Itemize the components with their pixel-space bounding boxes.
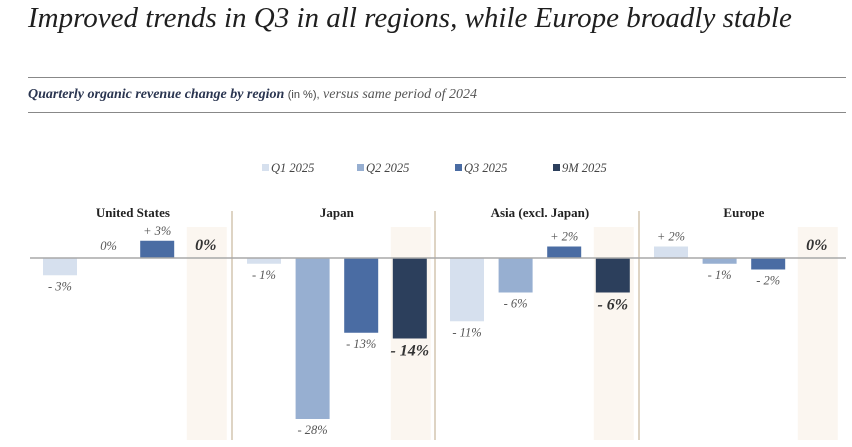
- highlight-band-9m: [797, 227, 838, 440]
- region-header: Asia (excl. Japan): [491, 205, 590, 220]
- data-label: - 11%: [452, 325, 481, 339]
- bar: [702, 258, 737, 264]
- legend-label: Q2 2025: [366, 161, 409, 175]
- legend-label: 9M 2025: [562, 161, 607, 175]
- data-label: 0%: [806, 237, 827, 254]
- subtitle-bold: Quarterly organic revenue change by regi…: [28, 87, 285, 102]
- legend-swatch: [455, 164, 462, 171]
- bottom-rule: [28, 112, 846, 113]
- data-label: + 2%: [657, 230, 685, 244]
- data-label: - 3%: [48, 279, 72, 293]
- bar: [547, 246, 582, 258]
- data-label: - 6%: [597, 297, 628, 314]
- data-label: 0%: [100, 239, 117, 253]
- region-header: Japan: [320, 205, 355, 220]
- region-header: United States: [96, 205, 170, 220]
- data-label: - 14%: [390, 343, 429, 360]
- subtitle-note: versus same period of 2024: [323, 87, 478, 102]
- bar: [344, 258, 379, 333]
- legend-label: Q3 2025: [464, 161, 507, 175]
- bar: [43, 258, 77, 276]
- slide-title: Improved trends in Q3 in all regions, wh…: [28, 2, 792, 34]
- bar: [751, 258, 786, 270]
- data-label: - 6%: [504, 297, 528, 311]
- bar: [498, 258, 533, 293]
- legend-label: Q1 2025: [271, 161, 314, 175]
- top-rule: [28, 77, 846, 78]
- bar: [450, 258, 484, 322]
- bar: [595, 258, 630, 293]
- chart-subtitle: Quarterly organic revenue change by regi…: [28, 87, 477, 103]
- bar: [295, 258, 330, 419]
- data-label: - 1%: [708, 268, 732, 282]
- bar: [654, 246, 688, 258]
- data-label: + 2%: [550, 230, 578, 244]
- data-label: - 13%: [346, 337, 376, 351]
- legend-swatch: [553, 164, 560, 171]
- data-label: + 3%: [143, 224, 171, 238]
- subtitle-unit: (in %),: [287, 89, 320, 101]
- bar: [392, 258, 427, 339]
- region-header: Europe: [723, 205, 764, 220]
- legend-swatch: [357, 164, 364, 171]
- highlight-band-9m: [186, 227, 227, 440]
- legend-swatch: [262, 164, 269, 171]
- data-label: - 2%: [756, 274, 780, 288]
- bar: [140, 240, 175, 258]
- data-label: - 28%: [297, 423, 327, 437]
- data-label: 0%: [195, 237, 216, 254]
- data-label: - 1%: [252, 268, 276, 282]
- bar: [247, 258, 281, 264]
